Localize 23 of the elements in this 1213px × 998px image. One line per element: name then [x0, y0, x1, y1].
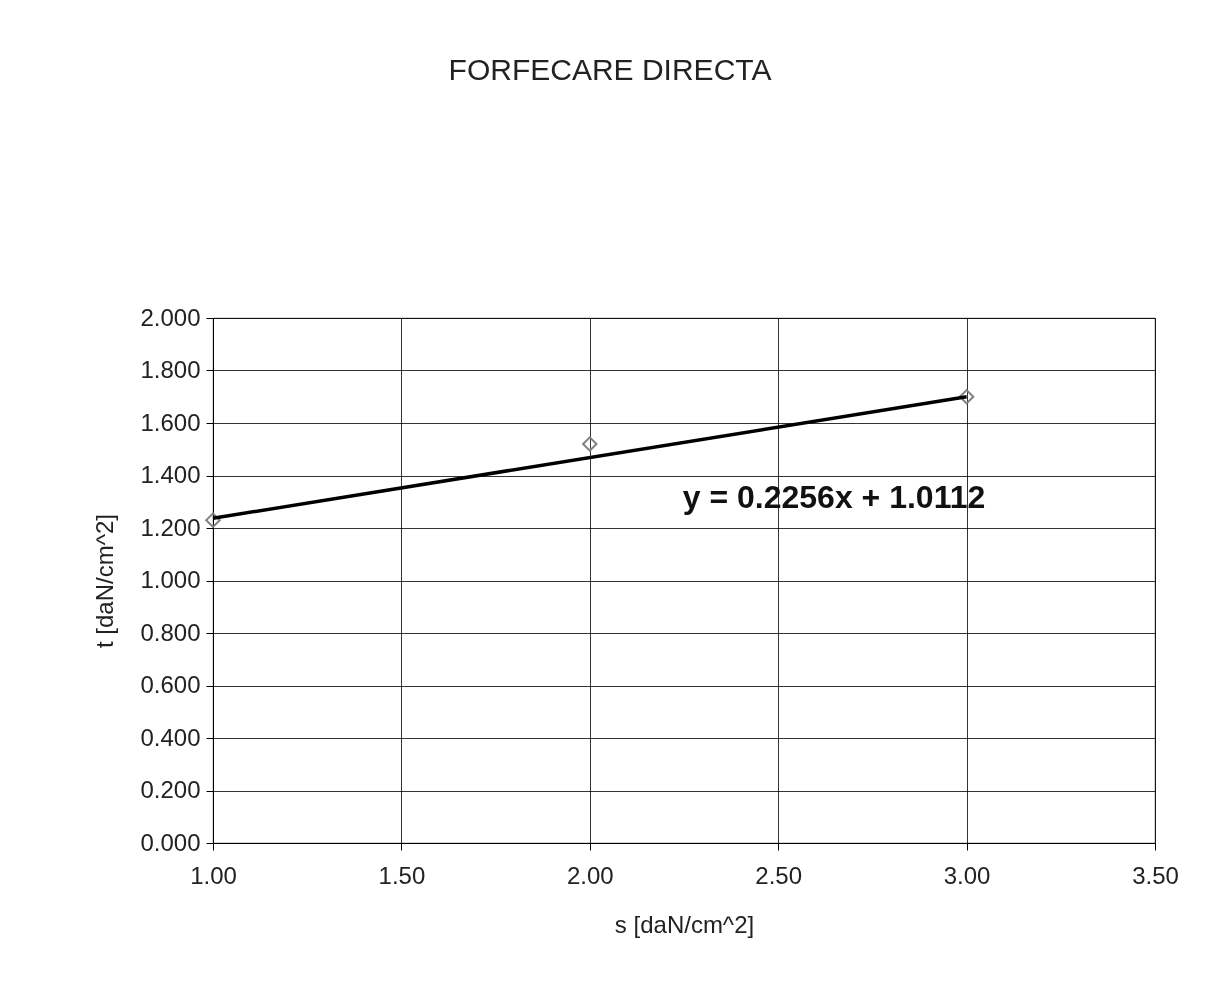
x-tick-label: 1.50 [378, 861, 426, 889]
y-tick-label: 0.800 [140, 618, 201, 646]
y-tick-label: 1.800 [140, 356, 201, 383]
chart-title: FORFECARE DIRECTA [448, 53, 772, 86]
y-tick-label: 0.000 [140, 828, 201, 856]
point [582, 436, 598, 452]
x-tick-label: 2.50 [755, 861, 803, 889]
x-tick-label: 1.00 [190, 861, 237, 889]
y-tick-label: 1.000 [140, 566, 201, 593]
x-axis-title: s [daN/cm^2] [614, 910, 755, 938]
y-tick-label: 2.000 [140, 303, 201, 331]
x-tick-label: 3.00 [943, 861, 991, 889]
point [958, 389, 975, 405]
x-tick-label: 3.50 [1132, 861, 1179, 889]
point [205, 512, 221, 528]
y-tick-label: 0.200 [140, 776, 201, 803]
y-axis-title: t [daN/cm^2] [91, 514, 119, 648]
y-tick-label: 1.400 [140, 461, 201, 488]
y-tick-label: 1.200 [140, 513, 201, 541]
y-tick-label: 0.600 [140, 671, 201, 698]
y-tick-label: 0.400 [140, 723, 201, 751]
x-tick-label: 2.00 [566, 861, 614, 889]
y-tick-label: 1.600 [140, 408, 201, 436]
